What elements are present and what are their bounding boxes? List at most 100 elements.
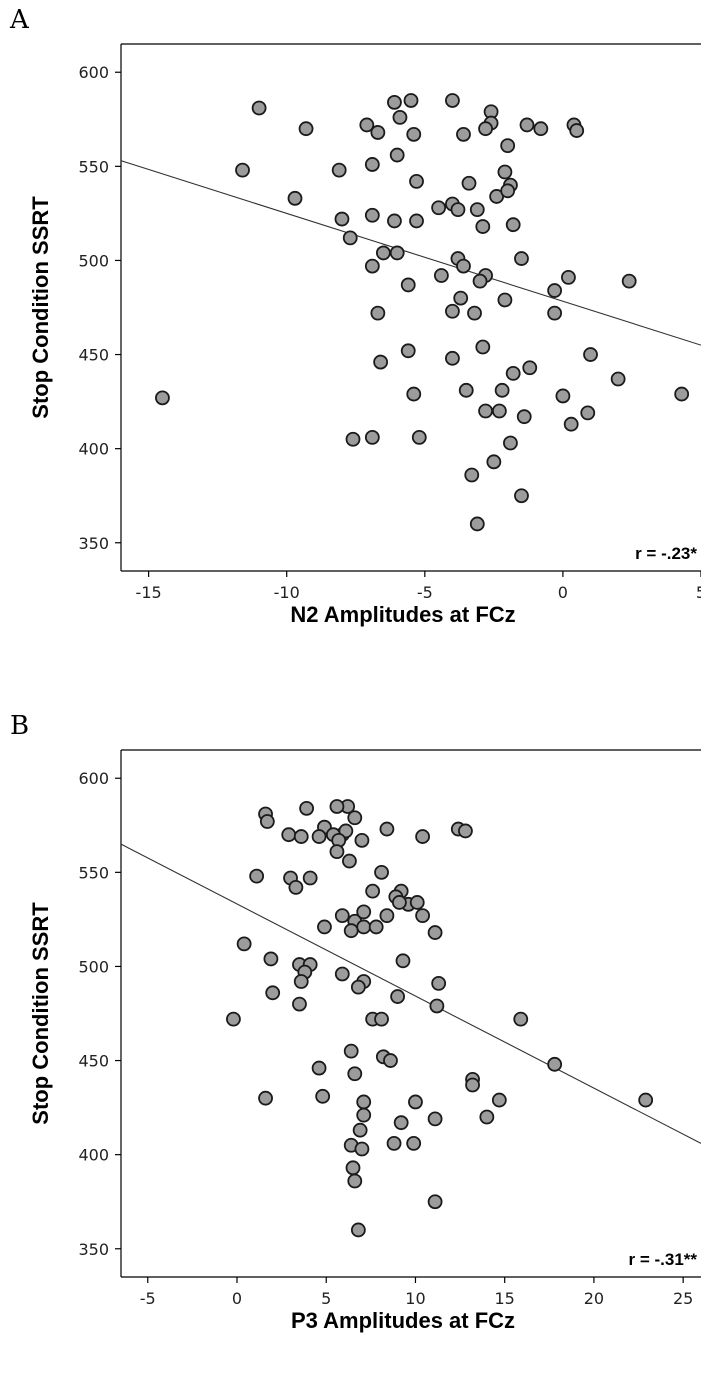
panel-b-data-point <box>302 870 318 886</box>
panel-a-data-point <box>475 219 491 234</box>
panel-b-data-point <box>406 1135 422 1151</box>
panel-a-data-point <box>370 125 386 140</box>
panel-b-data-point <box>352 1122 368 1138</box>
panel-b-x-tick-label: 15 <box>495 1289 515 1308</box>
panel-a-data-point <box>409 213 424 229</box>
panel-a-data-point <box>456 126 471 142</box>
panel-b-data-point <box>379 908 395 924</box>
panel-b-label: B <box>10 711 29 741</box>
panel-b-y-tick-label: 600 <box>78 769 109 788</box>
panel-b-y-tick-label: 350 <box>78 1240 109 1259</box>
panel-b-data-point <box>408 1094 423 1110</box>
panel-a-data-point <box>569 123 585 138</box>
panel-a-data-point <box>155 390 170 406</box>
panel-b-data-point <box>379 821 395 837</box>
panel-a-data-point <box>610 371 626 387</box>
panel-b-data-point <box>343 923 359 939</box>
panel-b-x-tick-label: 5 <box>321 1289 331 1308</box>
panel-b-data-point <box>374 864 389 880</box>
panel-b-data-point <box>334 966 350 982</box>
panel-a-y-tick-label: 550 <box>78 157 109 176</box>
panel-a-data-point <box>251 100 267 116</box>
panel-b-data-point <box>415 829 431 844</box>
panel-a-data-point <box>497 164 513 180</box>
panel-a-data-point <box>505 217 521 233</box>
panel-b-data-point <box>345 1160 361 1176</box>
panel-a-data-point <box>547 305 563 321</box>
panel-a-data-point <box>287 190 303 206</box>
panel-a-label: A <box>9 5 30 35</box>
panel-b-data-point <box>356 1107 372 1123</box>
panel-b-data-point <box>491 1092 507 1108</box>
panel-b-x-tick-label: 0 <box>232 1289 242 1308</box>
panel-a-x-axis-title: N2 Amplitudes at FCz <box>290 602 515 627</box>
panel-b-data-point <box>427 1194 443 1210</box>
panel-b-data-point <box>288 879 304 895</box>
panel-a-data-point <box>469 202 485 218</box>
panel-a-data-point <box>503 435 518 451</box>
panel-a-data-point <box>389 245 405 261</box>
panel-a-data-point <box>373 354 389 370</box>
panel-b-data-point <box>249 868 265 884</box>
panel-a-data-point <box>580 405 596 421</box>
panel-b-data-point <box>343 1043 359 1059</box>
panel-a-data-point <box>359 117 375 133</box>
panel-b-data-point <box>638 1092 654 1108</box>
panel-a-data-point <box>298 121 314 137</box>
panel-a-fit-line <box>121 160 701 346</box>
panel-a-y-axis-title: Stop Condition SSRT <box>28 196 53 419</box>
panel-a-data-point <box>345 431 361 447</box>
panel-a-data-point <box>494 382 510 398</box>
panel-b-fit-line <box>121 843 701 1144</box>
panel-a-y-tick-label: 350 <box>78 534 109 553</box>
panel-a-data-point <box>370 305 386 321</box>
panel-a-data-point <box>583 347 598 362</box>
panel-b-data-point <box>350 979 366 995</box>
panel-a-data-point <box>491 403 507 419</box>
panel-b-data-point <box>429 998 445 1014</box>
panel-a-data-point <box>400 343 416 359</box>
panel-a-data-point <box>472 273 488 289</box>
panel-b-data-point <box>236 936 252 952</box>
panel-b-data-point <box>347 1066 363 1082</box>
panel-a-data-point <box>364 258 380 274</box>
panel-a-data-point <box>505 365 521 381</box>
panel-b-y-tick-label: 400 <box>78 1146 109 1165</box>
panel-a-data-point <box>364 157 380 172</box>
panel-a-data-point <box>342 230 358 246</box>
panel-a-data-point <box>406 386 422 402</box>
panel-b-data-point <box>386 1135 402 1151</box>
panel-a-data-point <box>375 245 391 261</box>
panel-a-data-point <box>561 269 576 285</box>
panel-a-y-tick-label: 600 <box>78 63 109 82</box>
panel-b-correlation-label: r = -.31** <box>628 1250 697 1269</box>
panel-a-data-point <box>387 213 402 229</box>
panel-a-data-point <box>392 110 408 125</box>
panel-b-x-tick-label: 20 <box>584 1289 604 1308</box>
panel-b-data-point <box>334 908 350 924</box>
panel-b-data-point <box>368 919 384 935</box>
panel-a-data-point <box>445 303 460 319</box>
panel-b-data-point <box>317 919 332 935</box>
panel-b-data-point <box>383 1053 398 1068</box>
panel-a-x-tick-label: -10 <box>274 583 300 602</box>
panel-b-data-point <box>329 844 345 860</box>
panel-b-data-point <box>479 1109 495 1125</box>
panel-b-data-point <box>390 989 406 1004</box>
panel-b-data-point <box>458 823 473 839</box>
panel-b-data-point <box>427 925 443 940</box>
panel-a-data-point <box>403 93 419 108</box>
panel-a-data-point <box>674 386 690 402</box>
panel-a-data-point <box>409 173 424 189</box>
panel-a-data-point <box>478 403 493 419</box>
panel-b-data-point <box>391 895 407 910</box>
panel-a-x-tick-label: 0 <box>558 583 568 602</box>
panel-a-y-tick-label: 400 <box>78 440 109 459</box>
panel-b-y-tick-label: 550 <box>78 863 109 882</box>
panel-b-data-point <box>342 853 357 869</box>
panel-a-data-point <box>486 454 502 470</box>
panel-a-data-point <box>478 121 493 137</box>
panel-b-data-point <box>465 1077 480 1093</box>
panel-b-data-point <box>354 1141 370 1157</box>
